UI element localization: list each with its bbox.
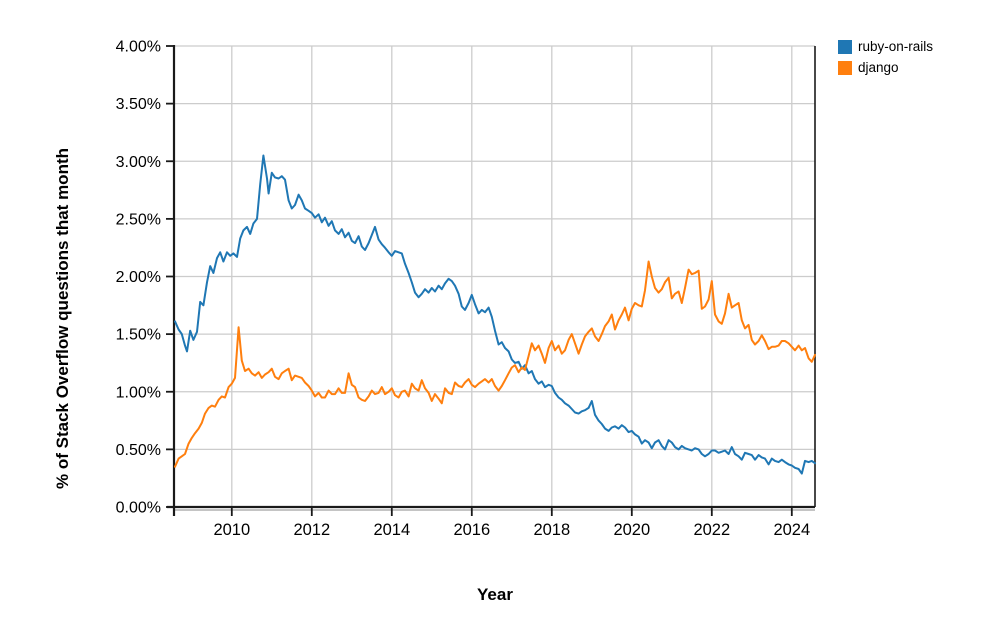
x-tick-label: 2016 bbox=[453, 521, 490, 539]
y-tick-label: 0.50% bbox=[116, 442, 161, 459]
x-tick-label: 2010 bbox=[213, 521, 250, 539]
legend-item-ruby-on-rails: ruby-on-rails bbox=[838, 40, 933, 54]
y-tick-label: 1.00% bbox=[116, 384, 161, 401]
y-tick-label: 3.50% bbox=[116, 96, 161, 113]
x-tick-label: 2018 bbox=[533, 521, 570, 539]
x-tick-label: 2024 bbox=[773, 521, 810, 539]
y-tick-label: 3.00% bbox=[116, 154, 161, 171]
series-line-django bbox=[174, 260, 816, 468]
legend-label-ruby-on-rails: ruby-on-rails bbox=[858, 39, 934, 54]
legend-swatch-ruby-on-rails bbox=[838, 40, 852, 54]
x-axis-title: Year bbox=[477, 585, 513, 604]
legend-swatch-django bbox=[838, 61, 852, 75]
x-tick-label: 2020 bbox=[613, 521, 650, 539]
y-tick-label: 0.00% bbox=[116, 500, 161, 517]
x-tick-label: 2012 bbox=[293, 521, 330, 539]
legend: ruby-on-rails django bbox=[838, 40, 933, 75]
x-tick-label: 2022 bbox=[693, 521, 730, 539]
series-line-ruby-on-rails bbox=[174, 154, 816, 475]
x-tick-label: 2014 bbox=[373, 521, 410, 539]
legend-item-django: django bbox=[838, 61, 933, 75]
y-tick-label: 4.00% bbox=[116, 39, 161, 56]
y-axis-title: % of Stack Overflow questions that month bbox=[53, 148, 72, 489]
y-tick-label: 2.50% bbox=[116, 211, 161, 228]
y-tick-label: 1.50% bbox=[116, 327, 161, 344]
legend-label-django: django bbox=[858, 60, 899, 75]
y-tick-label: 2.00% bbox=[116, 269, 161, 286]
